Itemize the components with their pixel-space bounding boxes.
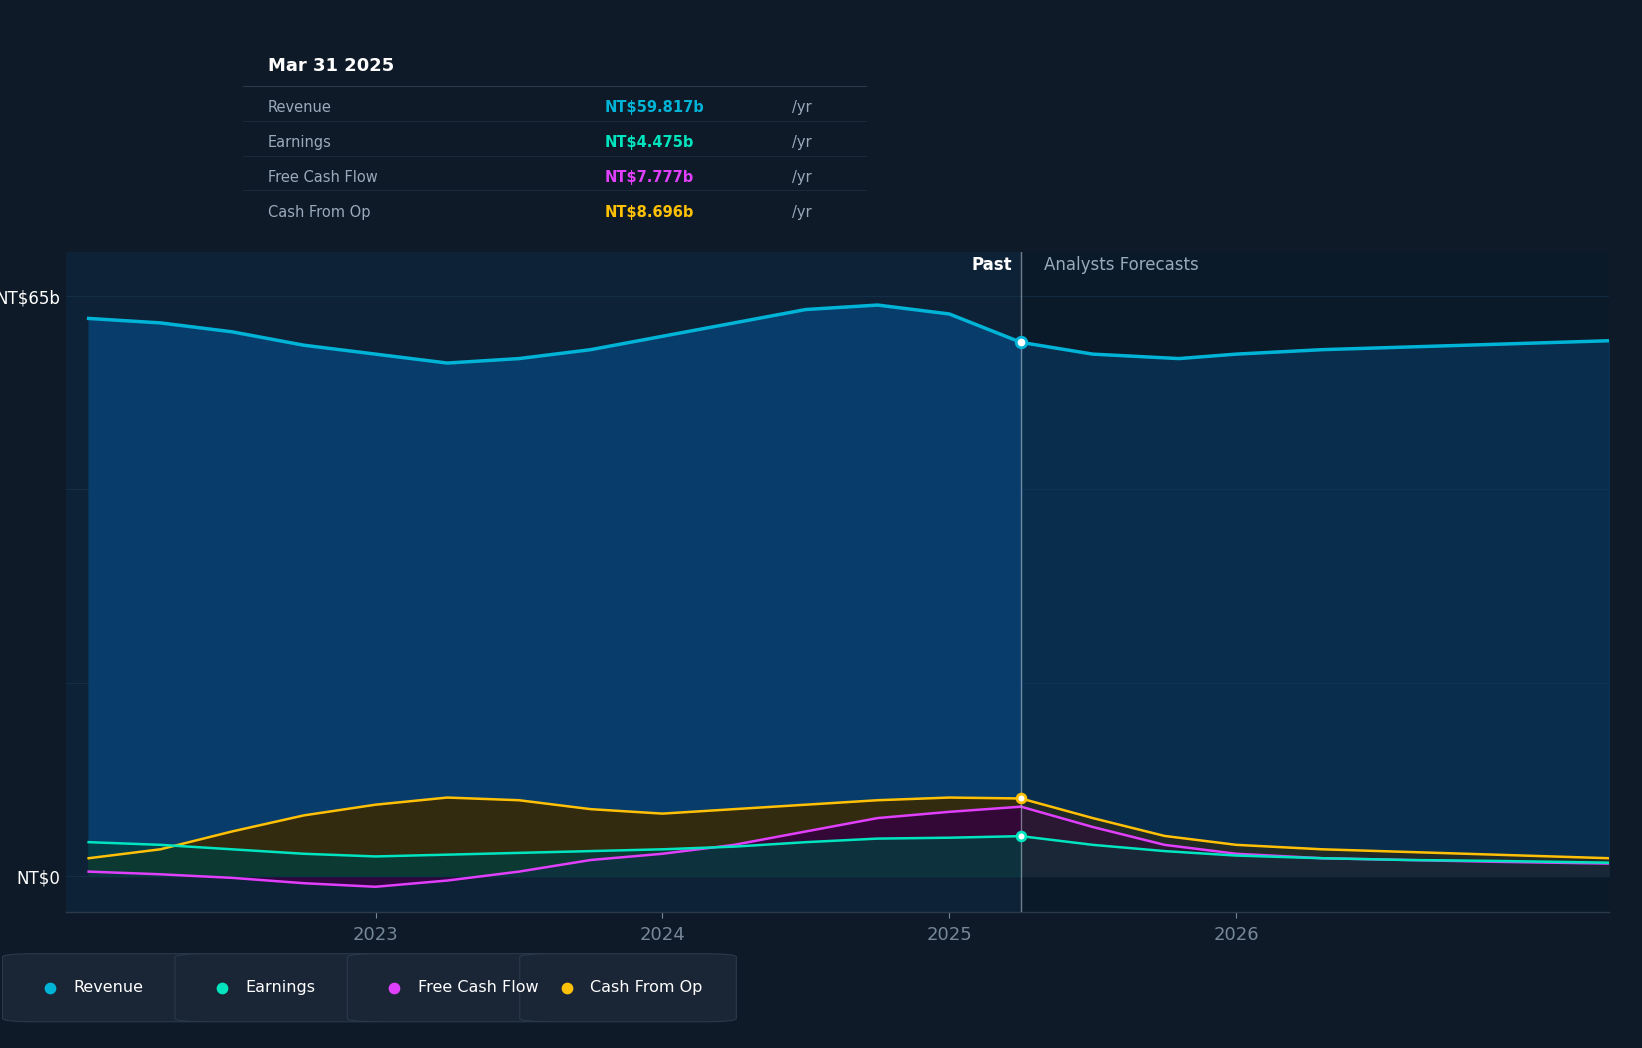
Text: Revenue: Revenue — [74, 980, 143, 996]
Point — [1008, 828, 1034, 845]
Point — [381, 979, 407, 996]
FancyBboxPatch shape — [176, 954, 391, 1022]
Text: /yr: /yr — [791, 170, 811, 184]
Text: Past: Past — [972, 256, 1013, 274]
Point — [1008, 334, 1034, 351]
FancyBboxPatch shape — [348, 954, 563, 1022]
Text: Earnings: Earnings — [268, 135, 332, 150]
Text: Cash From Op: Cash From Op — [268, 204, 371, 220]
Text: NT$7.777b: NT$7.777b — [604, 170, 695, 184]
Point — [209, 979, 235, 996]
FancyBboxPatch shape — [521, 954, 736, 1022]
Point — [1008, 790, 1034, 807]
Text: Earnings: Earnings — [246, 980, 315, 996]
Text: Free Cash Flow: Free Cash Flow — [419, 980, 539, 996]
Text: /yr: /yr — [791, 100, 811, 115]
Text: NT$8.696b: NT$8.696b — [604, 204, 695, 220]
Text: /yr: /yr — [791, 135, 811, 150]
Point — [36, 979, 62, 996]
Text: Free Cash Flow: Free Cash Flow — [268, 170, 378, 184]
Text: /yr: /yr — [791, 204, 811, 220]
Text: Analysts Forecasts: Analysts Forecasts — [1044, 256, 1199, 274]
Text: Mar 31 2025: Mar 31 2025 — [268, 57, 394, 74]
Bar — [1021, 252, 1609, 912]
Point — [553, 979, 580, 996]
Text: NT$59.817b: NT$59.817b — [604, 100, 704, 115]
Text: Revenue: Revenue — [268, 100, 332, 115]
Text: NT$4.475b: NT$4.475b — [604, 135, 695, 150]
FancyBboxPatch shape — [3, 954, 218, 1022]
Text: Cash From Op: Cash From Op — [591, 980, 703, 996]
